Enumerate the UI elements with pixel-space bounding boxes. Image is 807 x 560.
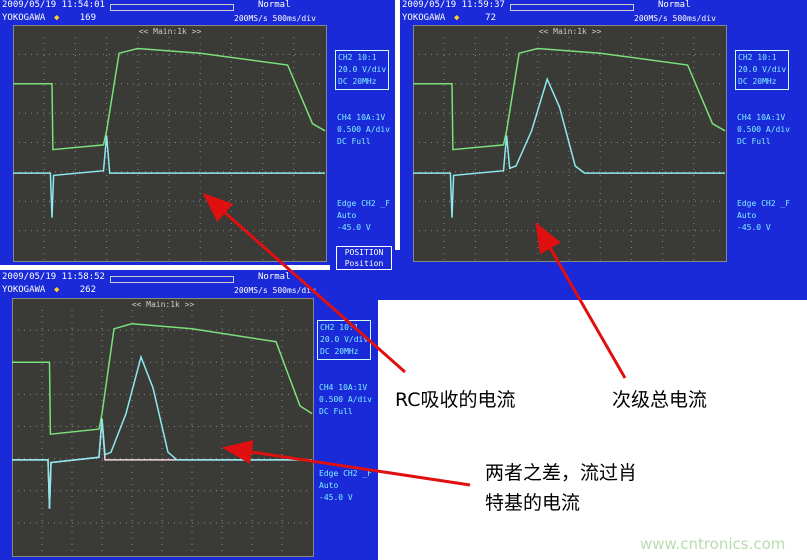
trigger-mode: Normal	[258, 0, 291, 10]
position-label: Position	[344, 259, 384, 268]
ch4-settings: CH4 10A:1V 0.500 A/div DC Full	[337, 112, 390, 148]
acq-count: 72	[485, 13, 496, 23]
watermark: www.cntronics.com	[640, 535, 786, 553]
ch2-line: 20.0 V/div	[320, 335, 369, 344]
position-box[interactable]: POSITION Position	[336, 246, 392, 270]
record-bar	[110, 276, 234, 283]
ch4-line: CH4 10A:1V	[319, 383, 368, 392]
ch4-line: DC Full	[319, 407, 353, 416]
sample-rate: 200MS/s 500ms/div	[234, 286, 316, 295]
ch2-line: CH2 10:1	[338, 53, 377, 62]
trig-line: Auto	[337, 211, 357, 220]
trig-line: -45.0 V	[319, 493, 353, 502]
trigger-mode: Normal	[658, 0, 691, 10]
trigger-settings: Edge CH2 _F Auto -45.0 V	[319, 468, 372, 504]
acq-count: 262	[79, 285, 96, 295]
ch2-line: DC 20MHz	[338, 77, 377, 86]
position-title: POSITION	[344, 248, 384, 257]
brand-logo: YOKOGAWA	[402, 13, 446, 23]
datetime: 2009/05/19 11:58:52	[2, 272, 105, 282]
ch2-settings: CH2 10:1 20.0 V/div DC 20MHz	[317, 320, 372, 360]
label-diff-line1: 两者之差，流过肖	[485, 462, 638, 484]
sample-rate: 200MS/s 500ms/div	[234, 14, 316, 23]
waveform-grid: << Main:1k >>	[13, 25, 327, 262]
trigger-settings: Edge CH2 _F Auto -45.0 V	[737, 198, 790, 234]
ch4-line: DC Full	[737, 137, 771, 146]
waveform-grid: << Main:1k >>	[12, 298, 314, 557]
trigger-settings: Edge CH2 _F Auto -45.0 V	[337, 198, 390, 234]
window-title: << Main:1k >>	[131, 300, 195, 309]
ch4-settings: CH4 10A:1V 0.500 A/div DC Full	[737, 112, 790, 148]
brand-logo: YOKOGAWA	[2, 13, 46, 23]
ch2-line: DC 20MHz	[320, 347, 359, 356]
ch4-line: DC Full	[337, 137, 371, 146]
trig-line: Edge CH2 _F	[337, 199, 390, 208]
status-diamond-icon: ◆	[54, 13, 60, 23]
ch2-line: CH2 10:1	[738, 53, 777, 62]
acq-count: 169	[79, 13, 96, 23]
ch4-settings: CH4 10A:1V 0.500 A/div DC Full	[319, 382, 372, 418]
datetime: 2009/05/19 11:54:01	[2, 0, 105, 10]
ch4-line: 0.500 A/div	[337, 125, 390, 134]
window-title: << Main:1k >>	[138, 27, 202, 36]
trigger-mode: Normal	[258, 272, 291, 282]
waveform-grid: << Main:1k >>	[413, 25, 727, 262]
ch2-line: DC 20MHz	[738, 77, 777, 86]
ch4-line: CH4 10A:1V	[337, 113, 386, 122]
trig-line: -45.0 V	[737, 223, 771, 232]
datetime: 2009/05/19 11:59:37	[402, 0, 505, 10]
trig-line: Edge CH2 _F	[319, 469, 372, 478]
trig-line: Auto	[319, 481, 339, 490]
record-bar	[510, 4, 634, 11]
status-diamond-icon: ◆	[454, 13, 460, 23]
ch2-line: CH2 10:1	[320, 323, 359, 332]
window-title: << Main:1k >>	[538, 27, 602, 36]
ch4-line: 0.500 A/div	[319, 395, 372, 404]
ch2-settings: CH2 10:1 20.0 V/div DC 20MHz	[735, 50, 790, 90]
trig-line: Edge CH2 _F	[737, 199, 790, 208]
trig-line: -45.0 V	[337, 223, 371, 232]
ch2-settings: CH2 10:1 20.0 V/div DC 20MHz	[335, 50, 390, 90]
ch4-line: CH4 10A:1V	[737, 113, 786, 122]
sample-rate: 200MS/s 500ms/div	[634, 14, 716, 23]
status-diamond-icon: ◆	[54, 285, 60, 295]
label-secondary-current: 次级总电流	[612, 389, 708, 411]
record-bar	[110, 4, 234, 11]
brand-logo: YOKOGAWA	[2, 285, 46, 295]
ch2-line: 20.0 V/div	[738, 65, 787, 74]
label-diff-line2: 特基的电流	[485, 492, 581, 514]
ch4-line: 0.500 A/div	[737, 125, 790, 134]
ch2-line: 20.0 V/div	[338, 65, 387, 74]
label-rc-current: RC吸收的电流	[395, 389, 516, 411]
trig-line: Auto	[737, 211, 757, 220]
